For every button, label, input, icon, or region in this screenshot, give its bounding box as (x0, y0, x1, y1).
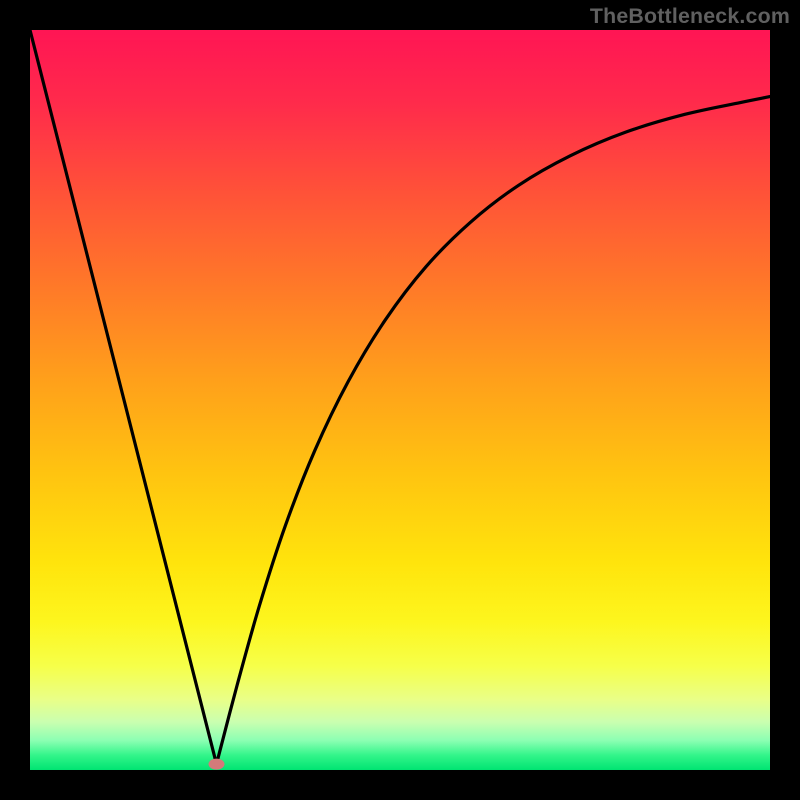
plot-area-gradient (30, 30, 770, 770)
chart-canvas: TheBottleneck.com (0, 0, 800, 800)
watermark-text: TheBottleneck.com (590, 4, 790, 29)
minimum-marker (208, 759, 224, 770)
chart-svg (0, 0, 800, 800)
